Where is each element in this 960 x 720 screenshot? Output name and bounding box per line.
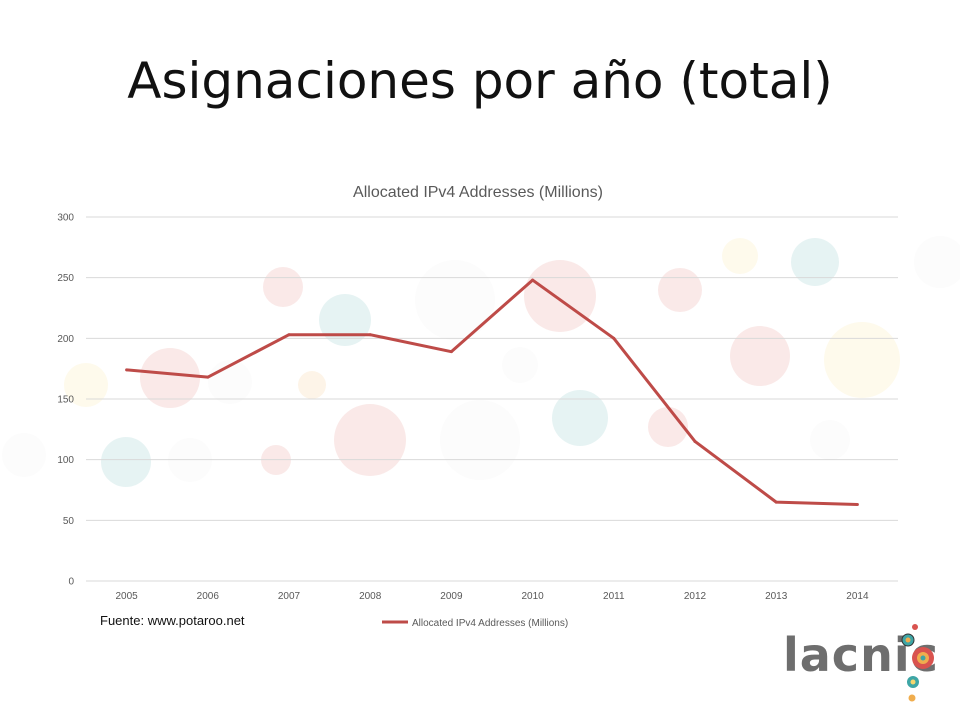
series-layer: [125, 278, 859, 507]
y-axis-ticks: 0 50 100 150 200 250 300: [57, 213, 74, 588]
x-tick-label: 2012: [684, 591, 707, 602]
background-bubble: [502, 347, 538, 383]
legend: Allocated IPv4 Addresses (Millions): [382, 618, 568, 629]
x-tick-label: 2006: [197, 591, 220, 602]
data-point: [449, 350, 453, 354]
x-axis-ticks: 2005 2006 2007 2008 2009 2010 2011 2012 2013 2014: [115, 591, 868, 602]
background-bubble: [298, 371, 326, 399]
background-bubble: [140, 348, 200, 408]
background-bubble: [658, 268, 702, 312]
y-tick-label: 0: [68, 577, 74, 588]
background-bubble: [722, 238, 758, 274]
chart-title: Allocated IPv4 Addresses (Millions): [353, 184, 603, 201]
background-bubble: [2, 433, 46, 477]
background-bubble: [334, 404, 406, 476]
background-bubble: [810, 420, 850, 460]
legend-label: Allocated IPv4 Addresses (Millions): [412, 618, 568, 629]
y-tick-label: 250: [57, 273, 74, 284]
background-bubble: [101, 437, 151, 487]
background-bubble: [552, 390, 608, 446]
background-bubble: [791, 238, 839, 286]
y-tick-label: 150: [57, 395, 74, 406]
data-point: [368, 333, 372, 337]
background-bubble: [730, 326, 790, 386]
y-tick-label: 50: [63, 516, 75, 527]
background-bubble: [263, 267, 303, 307]
data-point: [125, 368, 129, 372]
background-bubble: [914, 236, 960, 288]
slide-title: Asignaciones por año (total): [127, 52, 833, 110]
y-tick-label: 300: [57, 213, 74, 224]
gridlines: [86, 216, 898, 582]
x-tick-label: 2013: [765, 591, 788, 602]
background-bubbles: [2, 236, 960, 487]
source-note: Fuente: www.potaroo.net: [100, 613, 245, 628]
background-bubble: [648, 407, 688, 447]
background-bubble: [415, 260, 495, 340]
x-tick-label: 2014: [846, 591, 869, 602]
background-bubble: [524, 260, 596, 332]
x-tick-label: 2010: [521, 591, 544, 602]
background-bubble: [64, 363, 108, 407]
data-point: [855, 503, 859, 507]
y-tick-label: 200: [57, 334, 74, 345]
y-tick-label: 100: [57, 455, 74, 466]
logo-dots-icon: [901, 624, 934, 702]
data-point: [206, 375, 210, 379]
x-tick-label: 2005: [115, 591, 138, 602]
background-bubble: [440, 400, 520, 480]
lacnic-logo: lacnic: [783, 620, 943, 710]
x-tick-label: 2007: [278, 591, 301, 602]
data-point: [693, 439, 697, 443]
x-tick-label: 2008: [359, 591, 382, 602]
data-point: [612, 336, 616, 340]
data-point: [774, 500, 778, 504]
x-tick-label: 2011: [603, 591, 625, 602]
background-bubble: [824, 322, 900, 398]
data-point: [287, 333, 291, 337]
series-line: [126, 278, 858, 507]
data-point: [531, 278, 535, 282]
x-tick-label: 2009: [440, 591, 463, 602]
background-bubble: [319, 294, 371, 346]
